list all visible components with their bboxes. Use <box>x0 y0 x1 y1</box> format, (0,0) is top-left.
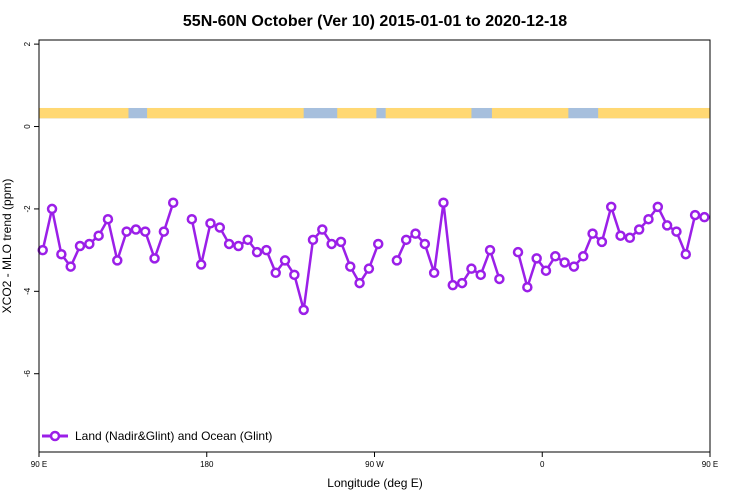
series-group <box>37 197 710 316</box>
data-point <box>391 255 403 266</box>
data-point <box>438 197 449 208</box>
data-point <box>531 253 542 264</box>
data-point <box>596 236 608 248</box>
data-point <box>680 248 692 260</box>
data-point <box>195 259 207 270</box>
data-point <box>139 226 151 237</box>
data-point <box>605 201 617 213</box>
data-point <box>419 238 431 250</box>
land-segment <box>39 107 129 119</box>
data-point <box>214 222 226 233</box>
data-point <box>298 304 309 316</box>
data-point <box>102 213 114 225</box>
data-point <box>643 213 654 225</box>
data-point <box>65 261 76 272</box>
data-point <box>615 230 626 241</box>
legend: Land (Nadir&Glint) and Ocean (Glint) <box>42 429 272 443</box>
data-point <box>363 263 375 274</box>
data-point <box>307 234 319 246</box>
land-segment <box>598 107 710 119</box>
data-point <box>456 277 468 289</box>
data-point <box>428 267 440 279</box>
data-point <box>130 224 142 235</box>
data-point <box>56 248 67 260</box>
data-point <box>540 265 552 276</box>
data-point <box>512 246 524 258</box>
data-point <box>345 261 356 272</box>
data-point <box>671 226 682 237</box>
data-point <box>652 201 664 213</box>
data-point <box>158 226 170 237</box>
y-axis: 2 0 -2 -4 -6 <box>23 41 39 377</box>
y-tick-label: 2 <box>23 41 32 46</box>
y-tick-label: 0 <box>23 124 32 129</box>
data-point <box>46 203 58 215</box>
data-point <box>550 251 561 262</box>
data-point <box>223 238 235 250</box>
data-point <box>121 226 132 237</box>
land-ocean-band <box>39 107 710 119</box>
data-point <box>410 228 421 239</box>
data-point <box>633 224 645 235</box>
data-point <box>261 244 272 256</box>
x-tick-label: 90 W <box>365 460 384 469</box>
data-point <box>93 230 104 241</box>
y-tick-label: -2 <box>23 205 32 213</box>
data-point <box>484 244 496 256</box>
x-axis-label: Longitude (deg E) <box>327 476 422 490</box>
data-point <box>354 277 365 289</box>
data-point <box>559 257 570 268</box>
data-point <box>74 240 86 252</box>
land-segment <box>147 107 304 119</box>
legend-marker-swatch <box>49 430 61 442</box>
data-point <box>149 253 160 264</box>
x-tick-label: 90 E <box>31 460 47 469</box>
data-point <box>494 273 505 285</box>
data-point <box>466 263 477 274</box>
y-axis-label: XCO2 - MLO trend (ppm) <box>0 179 14 314</box>
data-point <box>317 224 328 235</box>
data-point <box>167 197 179 208</box>
data-point <box>37 244 48 256</box>
data-point <box>112 255 123 266</box>
x-axis: 90 E 180 90 W 0 90 E <box>31 452 718 469</box>
data-point <box>661 220 673 231</box>
data-point <box>372 238 384 250</box>
data-point <box>205 218 216 229</box>
data-point <box>335 236 347 248</box>
data-point <box>689 209 701 221</box>
data-point <box>233 240 244 252</box>
data-point <box>251 246 263 258</box>
legend-label: Land (Nadir&Glint) and Ocean (Glint) <box>75 429 272 443</box>
x-tick-label: 90 E <box>702 460 718 469</box>
chart-title: 55N-60N October (Ver 10) 2015-01-01 to 2… <box>183 13 567 30</box>
data-point <box>578 251 589 262</box>
data-point <box>279 255 291 266</box>
data-point <box>84 238 95 250</box>
data-point <box>699 211 710 223</box>
data-point <box>400 234 412 246</box>
data-point <box>568 261 580 272</box>
land-segment <box>385 107 472 119</box>
x-tick-label: 0 <box>540 460 545 469</box>
land-segment <box>337 107 377 119</box>
data-point <box>186 213 198 225</box>
y-tick-label: -4 <box>23 287 32 295</box>
data-point <box>289 269 300 281</box>
data-point <box>242 234 254 246</box>
data-point <box>587 228 598 239</box>
land-segment <box>491 107 569 119</box>
data-point <box>522 281 533 293</box>
data-point <box>475 269 486 281</box>
data-point <box>624 232 636 244</box>
x-tick-label: 180 <box>200 460 214 469</box>
data-point <box>270 267 281 279</box>
data-point <box>447 279 459 291</box>
data-point <box>326 238 337 250</box>
y-tick-label: -6 <box>23 370 32 378</box>
